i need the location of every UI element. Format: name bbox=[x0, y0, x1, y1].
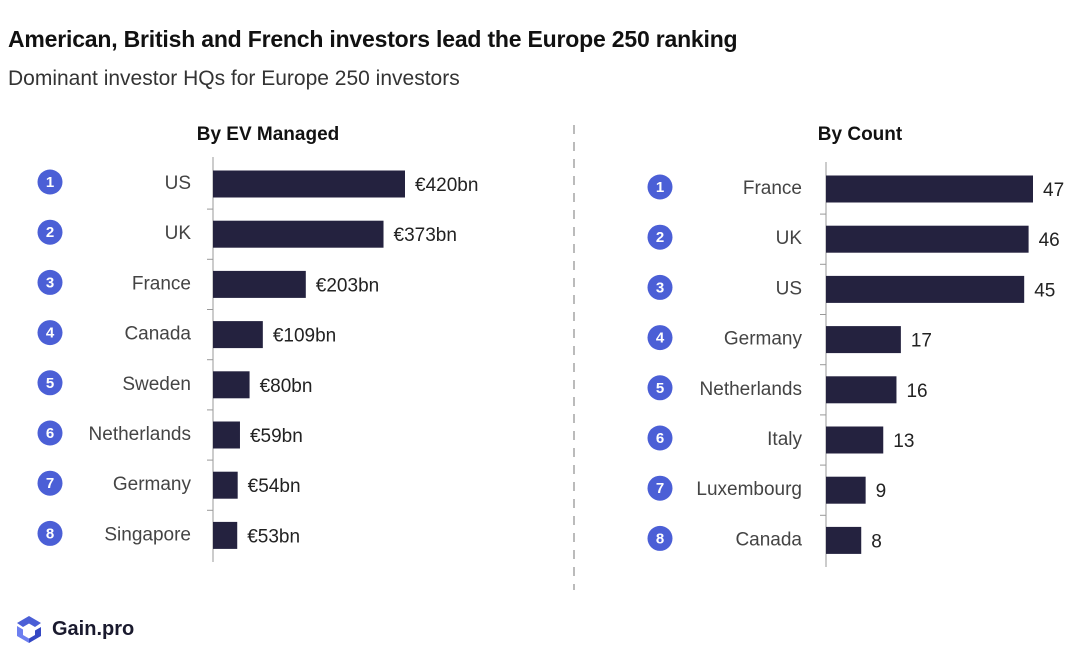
bar bbox=[213, 321, 263, 349]
gainpro-logo-icon bbox=[17, 616, 41, 643]
bar bbox=[213, 170, 405, 198]
category-label: Germany bbox=[113, 474, 192, 495]
ev-managed-panel: By EV Managed 1 US €420bn 2 UK €373bn 3 France €2… bbox=[37, 124, 478, 562]
value-label: 46 bbox=[1039, 230, 1060, 251]
rank-badge bbox=[647, 425, 673, 451]
bar bbox=[826, 476, 866, 504]
category-label: Luxembourg bbox=[696, 479, 802, 500]
value-label: 17 bbox=[911, 331, 932, 352]
bar bbox=[826, 376, 897, 404]
bar bbox=[213, 220, 384, 248]
value-label: €109bn bbox=[273, 326, 336, 347]
rank-number: 6 bbox=[46, 425, 54, 442]
value-label: 47 bbox=[1043, 180, 1064, 201]
category-label: Italy bbox=[767, 429, 802, 450]
value-label: 8 bbox=[871, 531, 882, 552]
bar bbox=[213, 521, 238, 549]
rank-number: 7 bbox=[656, 480, 664, 497]
chart-subtitle: Dominant investor HQs for Europe 250 inv… bbox=[8, 67, 460, 90]
category-label: UK bbox=[165, 223, 192, 244]
value-label: €54bn bbox=[248, 476, 301, 497]
category-label: Netherlands bbox=[89, 424, 191, 445]
category-label: Sweden bbox=[122, 374, 191, 395]
value-label: €80bn bbox=[260, 376, 313, 397]
rank-badge bbox=[647, 475, 673, 501]
rank-badge bbox=[647, 375, 673, 401]
rank-number: 8 bbox=[46, 525, 54, 542]
category-label: Canada bbox=[124, 324, 191, 345]
value-label: 9 bbox=[876, 481, 887, 502]
rank-number: 7 bbox=[46, 475, 54, 492]
rank-number: 3 bbox=[46, 274, 54, 291]
rank-number: 5 bbox=[656, 380, 664, 397]
panel-title: By Count bbox=[818, 124, 903, 145]
rank-badge bbox=[37, 420, 63, 446]
brand-logo[interactable]: Gain.pro bbox=[14, 614, 134, 644]
rank-number: 1 bbox=[46, 174, 54, 191]
panel-title: By EV Managed bbox=[197, 124, 340, 145]
bar bbox=[826, 426, 884, 454]
category-label: Netherlands bbox=[700, 379, 802, 400]
category-label: US bbox=[776, 278, 802, 299]
bar bbox=[826, 326, 901, 354]
value-label: 13 bbox=[893, 431, 914, 452]
rank-number: 3 bbox=[656, 279, 664, 296]
bar bbox=[213, 270, 306, 298]
category-label: UK bbox=[776, 228, 803, 249]
count-panel: By Count 1 France 47 2 UK 46 3 US 45 4 Germany 17 5 Ne… bbox=[647, 124, 1064, 567]
bar bbox=[213, 371, 250, 399]
rank-badge bbox=[647, 325, 673, 351]
bar bbox=[213, 421, 240, 449]
bar bbox=[826, 275, 1025, 303]
rank-badge bbox=[37, 320, 63, 346]
rank-badge bbox=[37, 169, 63, 195]
chart-title: American, British and French investors l… bbox=[8, 26, 738, 52]
rank-badge bbox=[37, 219, 63, 245]
rank-badge bbox=[647, 224, 673, 250]
rank-badge bbox=[37, 470, 63, 496]
rank-number: 4 bbox=[46, 325, 55, 342]
category-label: France bbox=[132, 273, 191, 294]
value-label: €373bn bbox=[394, 225, 457, 246]
value-label: €59bn bbox=[250, 426, 303, 447]
rank-number: 1 bbox=[656, 179, 664, 196]
bar bbox=[826, 175, 1033, 203]
bar bbox=[826, 225, 1029, 253]
rank-badge bbox=[647, 274, 673, 300]
value-label: €203bn bbox=[316, 275, 379, 296]
rank-number: 8 bbox=[656, 530, 664, 547]
rank-badge bbox=[37, 520, 63, 546]
rank-badge bbox=[37, 269, 63, 295]
category-label: France bbox=[743, 178, 802, 199]
bar bbox=[213, 471, 238, 499]
value-label: €53bn bbox=[247, 526, 300, 547]
value-label: 16 bbox=[906, 381, 927, 402]
category-label: Canada bbox=[735, 529, 802, 550]
rank-number: 2 bbox=[46, 224, 54, 241]
value-label: €420bn bbox=[415, 175, 478, 196]
rank-number: 2 bbox=[656, 229, 664, 246]
category-label: Germany bbox=[724, 329, 803, 350]
value-label: 45 bbox=[1034, 280, 1055, 301]
bar bbox=[826, 526, 862, 554]
rank-number: 5 bbox=[46, 375, 54, 392]
brand-name: Gain.pro bbox=[52, 617, 135, 640]
rank-number: 6 bbox=[656, 430, 664, 447]
rank-number: 4 bbox=[656, 330, 665, 347]
rank-badge bbox=[647, 525, 673, 551]
category-label: US bbox=[165, 173, 191, 194]
rank-badge bbox=[37, 370, 63, 396]
category-label: Singapore bbox=[104, 524, 191, 545]
rank-badge bbox=[647, 174, 673, 200]
